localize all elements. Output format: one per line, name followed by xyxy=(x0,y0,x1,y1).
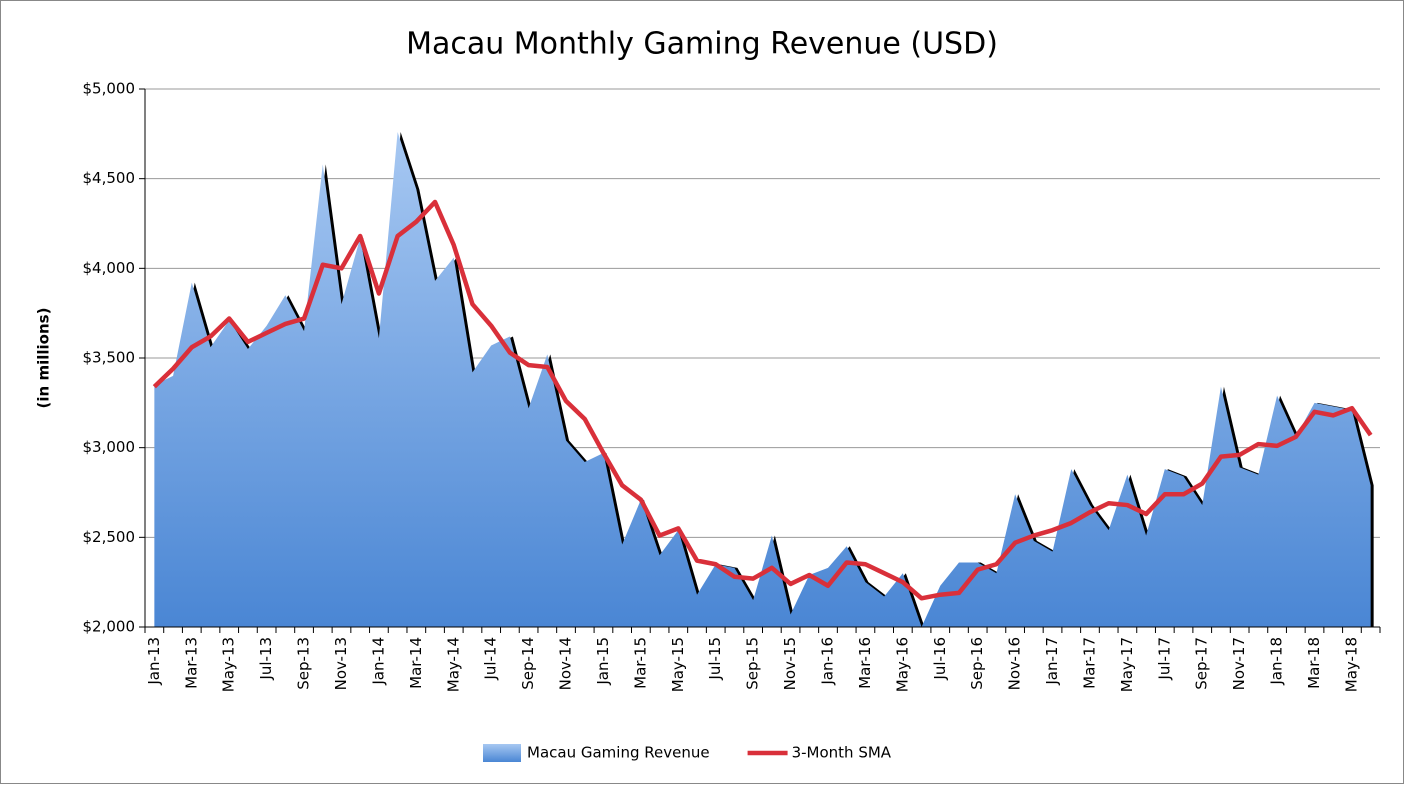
y-tick-label: $3,500 xyxy=(83,349,136,367)
x-tick-label: Mar-15 xyxy=(631,637,649,689)
x-tick-label: Jan-18 xyxy=(1268,637,1286,686)
y-tick-label: $4,500 xyxy=(83,169,136,187)
x-tick-label: Mar-16 xyxy=(856,637,874,689)
x-tick-label: May-13 xyxy=(220,637,238,692)
x-tick-label: Jul-14 xyxy=(482,637,500,681)
legend-label: 3-Month SMA xyxy=(792,744,892,762)
x-tick-label: Sep-14 xyxy=(519,637,537,690)
x-tick-label: Jan-16 xyxy=(818,637,836,686)
y-axis-label: (in millions) xyxy=(35,308,53,409)
x-tick-label: Jul-17 xyxy=(1155,637,1173,681)
legend-swatch xyxy=(483,744,521,762)
x-tick-label: Mar-17 xyxy=(1080,637,1098,689)
x-tick-label: Sep-16 xyxy=(968,637,986,690)
x-tick-label: Nov-16 xyxy=(1006,637,1024,690)
y-tick-label: $2,000 xyxy=(83,618,136,636)
line xyxy=(152,199,1373,601)
x-tick-label: Sep-13 xyxy=(295,637,313,690)
x-tick-label: Nov-15 xyxy=(781,637,799,690)
y-tick-label: $3,000 xyxy=(83,438,136,456)
x-tick-label: Mar-14 xyxy=(407,637,425,689)
x-tick-label: May-18 xyxy=(1342,637,1360,692)
x-tick-label: Nov-13 xyxy=(332,637,350,690)
x-tick-label: Sep-15 xyxy=(744,637,762,690)
x-tick-label: Nov-17 xyxy=(1230,637,1248,690)
x-tick-label: Jan-13 xyxy=(145,637,163,686)
chart-title: Macau Monthly Gaming Revenue (USD) xyxy=(406,27,998,62)
x-tick-label: May-16 xyxy=(893,637,911,692)
x-tick-label: May-15 xyxy=(669,637,687,692)
area xyxy=(154,132,1371,628)
x-tick-label: Jul-13 xyxy=(257,637,275,681)
x-tick-label: Jul-16 xyxy=(931,637,949,681)
x-tick-label: Mar-18 xyxy=(1305,637,1323,689)
x-tick-label: Jan-17 xyxy=(1043,637,1061,686)
legend-label: Macau Gaming Revenue xyxy=(527,744,710,762)
x-tick-label: Jul-15 xyxy=(706,637,724,681)
y-tick-label: $4,000 xyxy=(83,259,136,277)
x-tick-label: Sep-17 xyxy=(1193,637,1211,690)
x-tick-label: May-17 xyxy=(1118,637,1136,692)
y-tick-label: $5,000 xyxy=(83,80,136,98)
x-tick-label: May-14 xyxy=(444,637,462,692)
x-tick-label: Jan-15 xyxy=(594,637,612,686)
x-tick-label: Nov-14 xyxy=(557,637,575,690)
x-tick-label: Mar-13 xyxy=(182,637,200,689)
x-tick-label: Jan-14 xyxy=(369,637,387,686)
y-tick-label: $2,500 xyxy=(83,528,136,546)
